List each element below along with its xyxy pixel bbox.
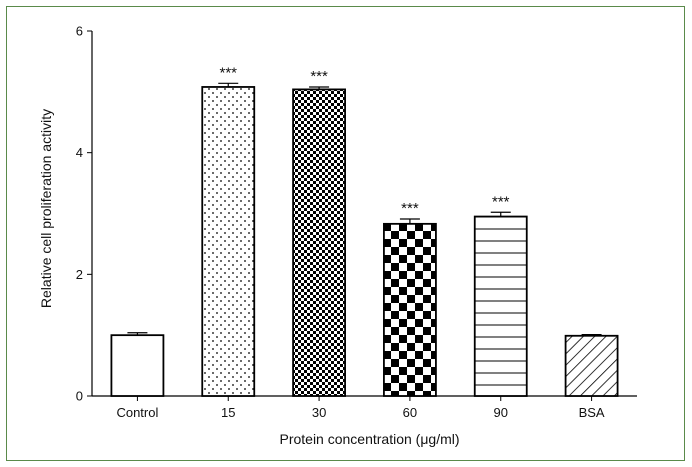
significance-label: *** [492, 193, 510, 210]
labels: 0 2 4 6 Control *** 15 *** 30 *** 60 *** 90 BSA Protei… [38, 24, 605, 448]
y-tick-label: 2 [76, 267, 83, 282]
x-tick-label: 60 [403, 405, 417, 420]
bar-30 [292, 88, 346, 397]
bar-bsa [564, 334, 619, 397]
bar-90 [473, 215, 528, 397]
axes [87, 30, 637, 401]
bar-control [110, 334, 165, 397]
x-tick-label: 15 [221, 405, 235, 420]
x-tick-label: Control [116, 405, 158, 420]
x-tick-label: BSA [579, 405, 605, 420]
bar-15 [201, 86, 256, 397]
figure-frame: 0 2 4 6 Control *** 15 *** 30 *** 60 *** 90 BSA Protei… [6, 6, 685, 461]
bar-60 [383, 222, 437, 397]
y-tick-label: 6 [76, 24, 83, 39]
significance-label: *** [401, 200, 419, 217]
significance-label: *** [219, 64, 237, 81]
significance-label: *** [310, 68, 328, 85]
bar-chart: 0 2 4 6 Control *** 15 *** 30 *** 60 *** 90 BSA Protei… [38, 24, 637, 448]
x-tick-label: 30 [312, 405, 326, 420]
bars [110, 82, 619, 397]
y-axis-title: Relative cell proliferation activity [38, 109, 54, 308]
x-tick-label: 90 [494, 405, 508, 420]
y-tick-label: 0 [76, 389, 83, 404]
y-tick-label: 4 [76, 145, 83, 160]
x-axis-title: Protein concentration (μg/ml) [279, 431, 459, 447]
